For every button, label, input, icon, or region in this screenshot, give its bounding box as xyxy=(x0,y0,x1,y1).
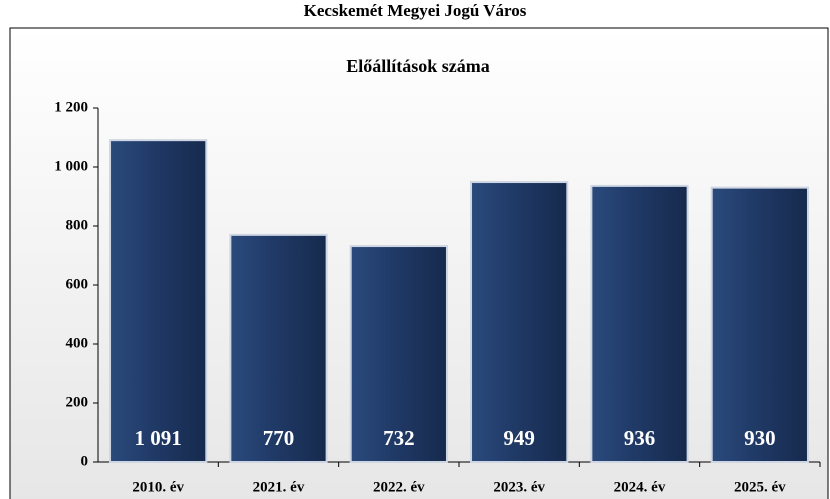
x-tick-label: 2010. év xyxy=(132,479,184,495)
bar xyxy=(470,181,569,463)
value-label: 1 091 xyxy=(135,426,182,450)
value-label: 949 xyxy=(503,426,535,450)
x-tick-label: 2023. év xyxy=(493,479,545,495)
bar xyxy=(710,186,809,463)
chart-title: Kecskemét Megyei Jogú Város xyxy=(304,1,527,20)
bar xyxy=(109,139,208,463)
x-tick-label: 2024. év xyxy=(614,479,666,495)
y-tick-label: 1 000 xyxy=(54,158,88,174)
y-tick-label: 600 xyxy=(66,276,89,292)
bar xyxy=(349,245,448,463)
value-label: 930 xyxy=(744,426,776,450)
bar xyxy=(229,233,328,463)
x-tick-label: 2021. év xyxy=(253,479,305,495)
value-label: 732 xyxy=(383,426,415,450)
y-tick-label: 1 200 xyxy=(54,99,88,115)
y-tick-label: 800 xyxy=(66,217,89,233)
y-tick-label: 400 xyxy=(66,335,89,351)
value-label: 770 xyxy=(263,426,295,450)
x-tick-label: 2025. év xyxy=(734,479,786,495)
x-tick-label: 2022. év xyxy=(373,479,425,495)
value-label: 936 xyxy=(624,426,656,450)
bar xyxy=(590,184,689,463)
y-tick-label: 0 xyxy=(81,453,89,469)
y-tick-label: 200 xyxy=(66,394,89,410)
chart-subtitle: Előállítások száma xyxy=(346,56,490,76)
